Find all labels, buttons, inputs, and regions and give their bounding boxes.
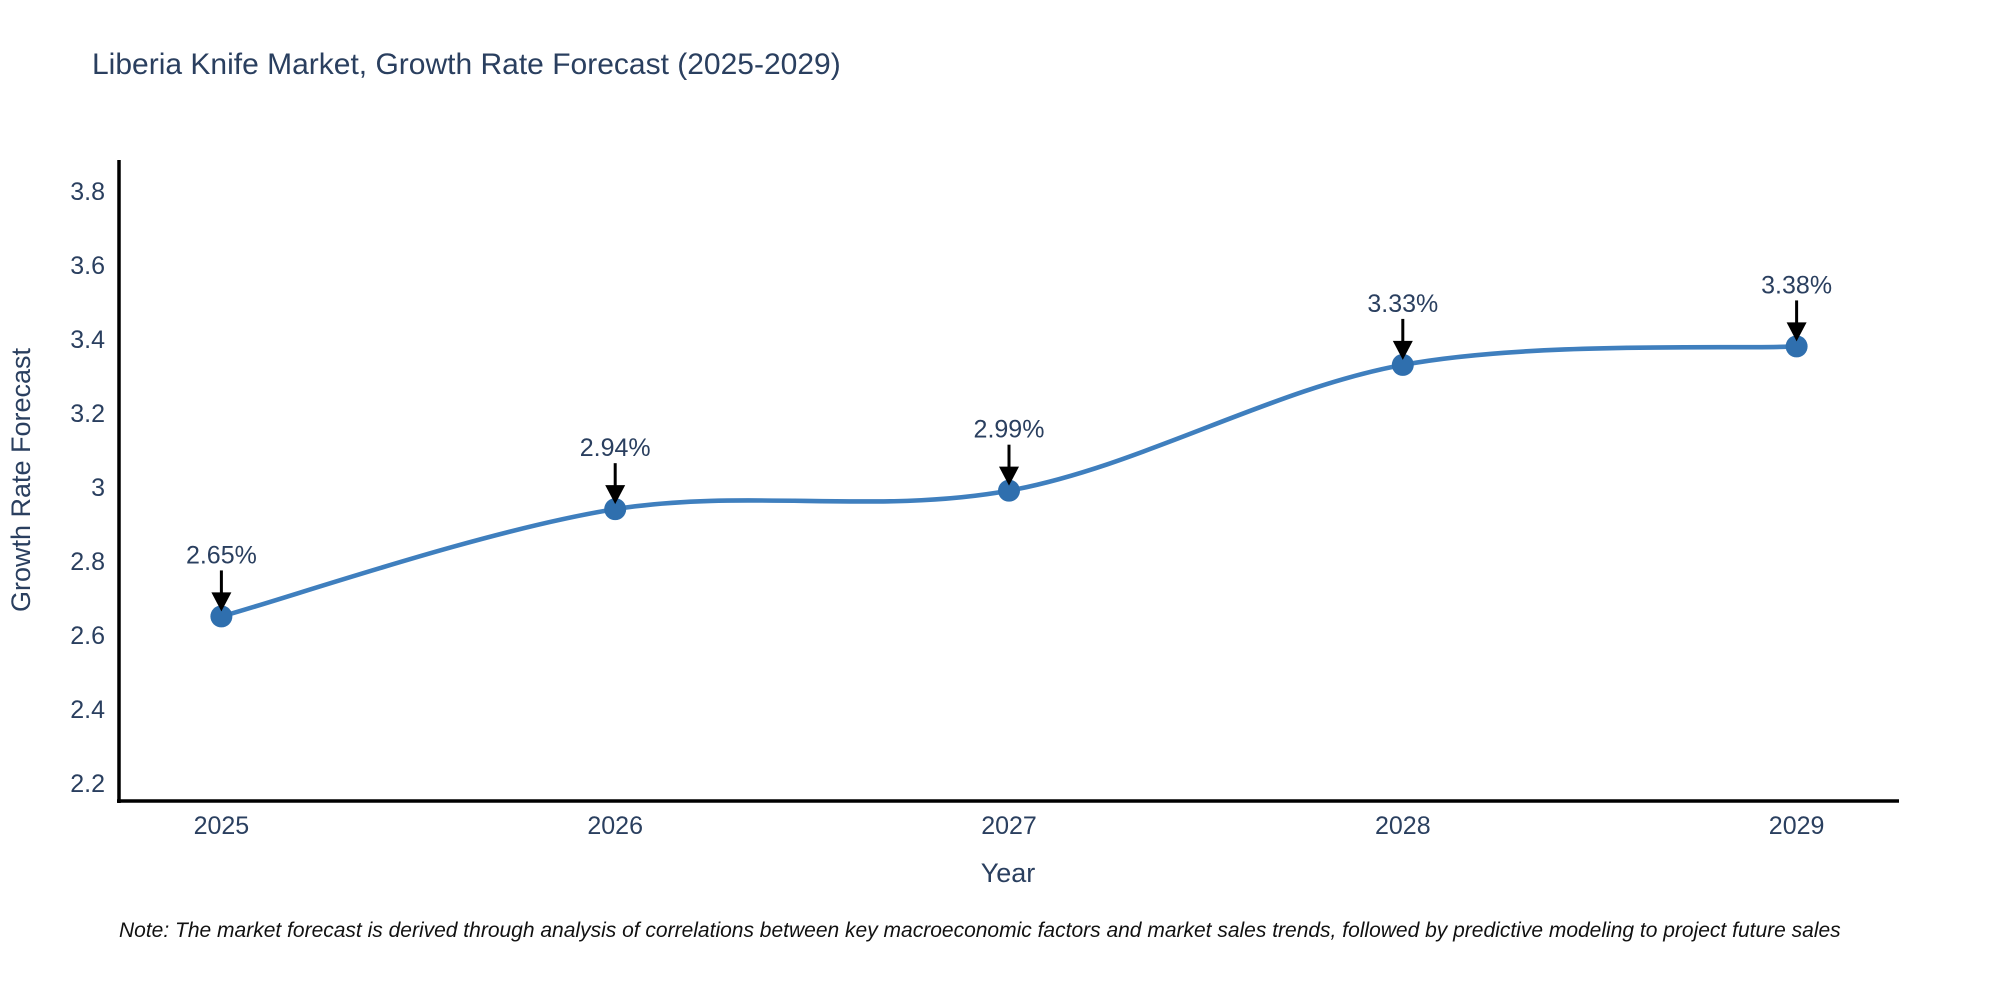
data-point-marker — [1391, 353, 1414, 376]
axes-layer — [117, 160, 1899, 803]
annotation-arrowhead — [211, 592, 232, 612]
annotation-arrowhead — [1392, 340, 1413, 360]
series-layer — [210, 335, 1808, 628]
x-tick-label: 2026 — [587, 812, 643, 840]
y-tick-label: 3.2 — [70, 400, 105, 428]
point-label: 2.65% — [186, 541, 257, 569]
annotation-layer: 2.65% 2.94% 2.99% 3.33% 3.38% — [186, 271, 1832, 612]
y-tick-label: 3.6 — [70, 252, 105, 280]
annotation-arrowhead — [1786, 322, 1807, 342]
point-label: 2.99% — [974, 416, 1045, 444]
data-point-marker — [998, 479, 1020, 502]
y-tick-label: 2.2 — [70, 770, 105, 798]
x-tick-label: 2025 — [194, 812, 250, 840]
x-tick-label: 2028 — [1375, 812, 1431, 840]
y-tick-label: 2.8 — [70, 548, 105, 576]
y-tick-label: 2.4 — [70, 696, 105, 724]
annotation-arrowhead — [605, 485, 626, 505]
annotation-arrowhead — [999, 466, 1019, 486]
point-label: 2.94% — [580, 434, 651, 462]
y-tick-label: 3.4 — [70, 326, 105, 354]
point-label: 3.33% — [1367, 290, 1438, 318]
point-label: 3.38% — [1761, 271, 1832, 299]
x-axis-title: Year — [981, 858, 1036, 888]
chart-title: Liberia Knife Market, Growth Rate Foreca… — [92, 48, 841, 81]
ticks-layer: 2.2 2.4 2.6 2.8 3 3.2 3.4 3.6 3.8 2025 2026 2027 202… — [70, 178, 1824, 840]
data-point-marker — [210, 605, 233, 628]
y-tick-label: 3 — [91, 474, 105, 502]
data-point-marker — [604, 498, 627, 521]
x-tick-label: 2029 — [1769, 812, 1825, 840]
y-axis-title: Growth Rate Forecast — [6, 347, 36, 612]
y-tick-label: 3.8 — [70, 178, 105, 206]
footnote: Note: The market forecast is derived thr… — [119, 919, 1841, 942]
x-tick-label: 2027 — [981, 812, 1037, 840]
y-tick-label: 2.6 — [70, 622, 105, 650]
data-point-marker — [1785, 335, 1808, 358]
